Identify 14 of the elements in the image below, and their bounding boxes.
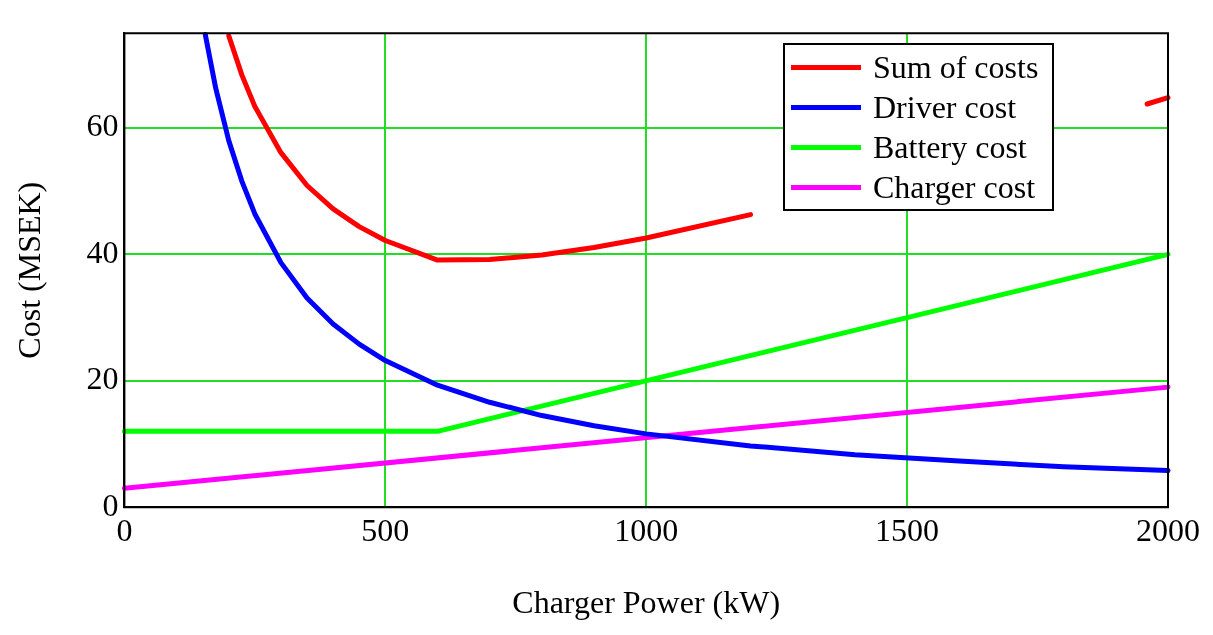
x-axis-title: Charger Power (kW) [512, 584, 781, 621]
y-tick-label: 60 [86, 107, 119, 144]
legend-label: Driver cost [873, 88, 1017, 126]
x-tick-label: 2000 [1136, 511, 1200, 548]
x-tick-label: 1500 [875, 511, 940, 548]
y-tick-label: 0 [102, 486, 119, 523]
y-tick-label: 20 [86, 360, 119, 397]
x-tick-label: 1000 [614, 511, 679, 548]
legend-label: Charger cost [873, 168, 1036, 206]
y-axis-title: Cost (MSEK) [10, 181, 47, 359]
x-tick-label: 500 [361, 511, 410, 548]
legend-label: Sum of costs [873, 48, 1039, 86]
y-tick-label: 40 [86, 233, 119, 270]
legend-label: Battery cost [873, 128, 1027, 166]
